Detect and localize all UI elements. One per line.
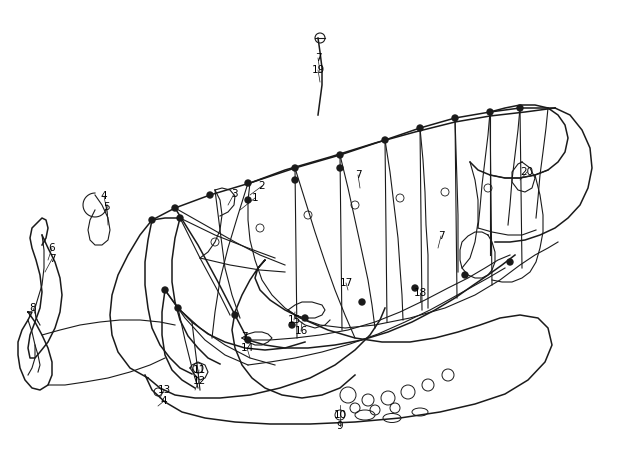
Text: 7: 7: [437, 231, 444, 241]
Circle shape: [507, 259, 513, 265]
Text: 17: 17: [339, 278, 353, 288]
Text: 13: 13: [158, 385, 171, 395]
Circle shape: [337, 165, 343, 171]
Text: 9: 9: [337, 421, 343, 431]
Text: 6: 6: [49, 243, 55, 253]
Text: 5: 5: [104, 202, 110, 212]
Circle shape: [487, 109, 493, 115]
Text: 20: 20: [520, 167, 534, 177]
Text: 14: 14: [241, 343, 254, 353]
Circle shape: [517, 105, 523, 111]
Circle shape: [177, 215, 183, 221]
Circle shape: [245, 337, 251, 343]
Text: 3: 3: [230, 189, 237, 199]
Text: 18: 18: [413, 288, 427, 298]
Text: 7: 7: [315, 53, 322, 63]
Text: 4: 4: [101, 191, 108, 201]
Circle shape: [462, 272, 468, 278]
Text: 7: 7: [241, 332, 248, 342]
Circle shape: [232, 312, 238, 318]
Text: 7: 7: [354, 170, 361, 180]
Text: 12: 12: [192, 376, 206, 386]
Circle shape: [172, 205, 178, 211]
Circle shape: [289, 322, 295, 328]
Circle shape: [245, 197, 251, 203]
Circle shape: [337, 152, 343, 158]
Circle shape: [175, 305, 181, 311]
Circle shape: [245, 180, 251, 186]
Circle shape: [162, 287, 168, 293]
Circle shape: [302, 315, 308, 321]
Text: 2: 2: [259, 181, 265, 191]
Circle shape: [207, 192, 213, 198]
Text: 15: 15: [287, 315, 301, 325]
Circle shape: [149, 217, 155, 223]
Circle shape: [412, 285, 418, 291]
Circle shape: [452, 115, 458, 121]
Text: 19: 19: [311, 65, 325, 75]
Text: 4: 4: [161, 396, 167, 406]
Circle shape: [417, 125, 423, 131]
Text: 11: 11: [192, 365, 206, 375]
Text: 10: 10: [334, 410, 346, 420]
Circle shape: [292, 177, 298, 183]
Circle shape: [292, 165, 298, 171]
Text: 16: 16: [294, 326, 308, 336]
Text: 1: 1: [252, 193, 258, 203]
Text: 7: 7: [49, 254, 55, 264]
Circle shape: [382, 137, 388, 143]
Text: 8: 8: [30, 303, 36, 313]
Circle shape: [359, 299, 365, 305]
